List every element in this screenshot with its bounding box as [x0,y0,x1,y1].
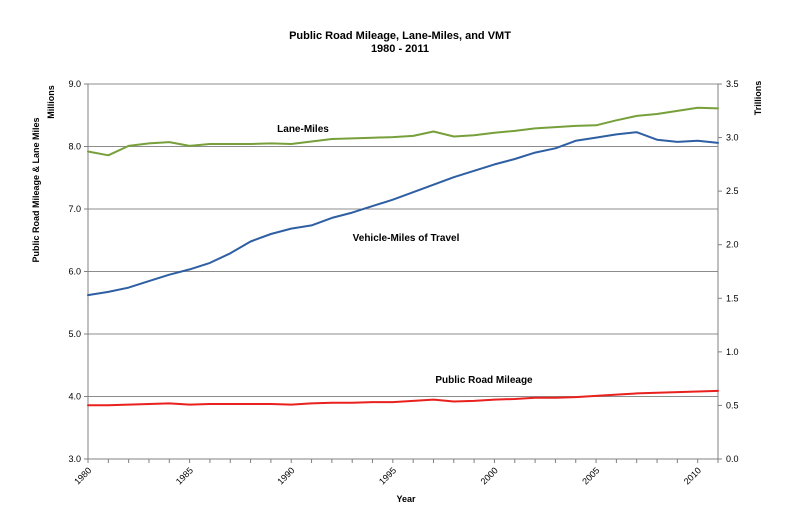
series-label-vmt: Vehicle-Miles of Travel [353,233,460,244]
y-tick-label-left: 6.0 [68,267,81,277]
y-axis-unit-right: Trillions [753,81,763,116]
series-lines [87,106,719,407]
y-tick-label-right: 1.0 [726,347,739,357]
series-line-lane-miles [87,106,719,157]
y-tick-label-left: 3.0 [68,454,81,464]
series-line-vehicle-miles-of-travel [87,131,719,297]
x-axis-label: Year [396,494,416,504]
y-tick-label-left: 5.0 [68,329,81,339]
series-line-public-road-mileage [87,389,719,407]
y-tick-label-right: 3.5 [726,79,739,89]
chart-title: Public Road Mileage, Lane-Miles, and VMT [289,30,511,42]
y-tick-label-left: 9.0 [68,79,81,89]
y-tick-label-right: 1.5 [726,293,739,303]
y-tick-label-left: 8.0 [68,142,81,152]
y-tick-label-right: 0.5 [726,400,739,410]
y-axis-unit-left: Millions [46,85,56,119]
y-tick-label-right: 2.0 [726,240,739,250]
y-tick-label-left: 7.0 [68,204,81,214]
y-tick-label-right: 3.0 [726,133,739,143]
series-label-lane-miles: Lane-Miles [277,124,329,135]
y-tick-label-right: 0.0 [726,454,739,464]
series-label-road-mileage: Public Road Mileage [435,375,533,386]
y-axis-label-left: Public Road Mileage & Lane Miles [31,117,41,262]
y-tick-label-left: 4.0 [68,392,81,402]
chart-subtitle: 1980 - 2011 [371,43,429,55]
y-tick-label-right: 2.5 [726,186,739,196]
